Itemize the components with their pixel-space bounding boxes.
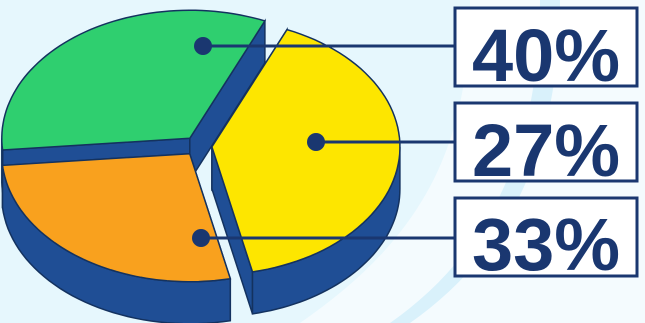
leader-dot-40 (194, 37, 212, 55)
slice-top-40 (211, 28, 401, 273)
slice-label-40: 40% (453, 6, 639, 97)
slice-label-27: 27% (453, 101, 639, 192)
label-text-40: 40% (472, 14, 620, 97)
slice-label-33: 33% (453, 196, 639, 286)
leader-lines (192, 37, 455, 247)
leader-dot-33 (192, 229, 210, 247)
label-box-33 (453, 196, 639, 278)
legend-labels: 40% 27% 33% (453, 6, 639, 286)
label-box-27 (453, 101, 639, 183)
slice-top-27 (1, 152, 232, 283)
label-text-33: 33% (472, 203, 620, 286)
leader-dot-27 (307, 133, 325, 151)
label-text-27: 27% (472, 109, 620, 192)
pie-slice-40 (211, 27, 401, 315)
